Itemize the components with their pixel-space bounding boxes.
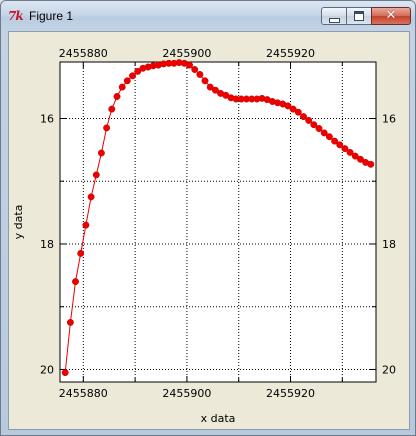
data-point	[61, 369, 69, 377]
data-point	[294, 108, 302, 116]
data-point	[87, 193, 95, 201]
figure-canvas-area: 2455880 2455880 2455900 2455900 2455920 24559…	[8, 31, 410, 430]
y-tick-label-right: 16	[382, 112, 396, 125]
data-point	[357, 155, 364, 163]
data-point	[82, 221, 90, 229]
data-point	[310, 121, 318, 129]
x-tick-label-top: 2455900	[162, 47, 211, 60]
x-tick-label: 2455900	[162, 387, 211, 400]
data-point	[134, 67, 142, 75]
data-point	[201, 77, 209, 85]
x-tick-label: 2455880	[59, 387, 108, 400]
data-point	[92, 171, 100, 179]
data-point	[315, 125, 323, 132]
y-tick-label: 20	[40, 363, 54, 376]
data-point	[325, 133, 333, 141]
data-point	[123, 77, 131, 85]
data-point	[305, 116, 313, 124]
maximize-icon	[354, 11, 364, 21]
plot-area	[59, 61, 377, 383]
data-point	[118, 83, 126, 91]
data-point	[341, 145, 349, 153]
tk-feather-icon: 7k	[8, 9, 24, 23]
data-point	[186, 61, 193, 69]
data-point	[72, 278, 79, 286]
close-icon: ✕	[385, 8, 397, 23]
data-point	[97, 149, 105, 157]
chart[interactable]: 2455880 2455880 2455900 2455900 2455920 24559…	[9, 32, 409, 429]
tick-labels: 2455880 2455880 2455900 2455900 2455920 24559…	[40, 47, 396, 400]
maximize-button[interactable]	[346, 7, 372, 25]
y-tick-label: 16	[40, 112, 54, 125]
y-tick-label: 18	[40, 238, 54, 251]
data-point	[66, 318, 74, 326]
minimize-button[interactable]	[321, 7, 347, 25]
grid	[60, 62, 376, 382]
title-bar[interactable]: 7k Figure 1 ✕	[1, 1, 415, 31]
window-title: Figure 1	[29, 9, 74, 23]
y-tick-label-right: 20	[382, 363, 396, 376]
data-point	[351, 152, 359, 160]
data-point	[113, 93, 121, 100]
data-point	[336, 141, 344, 149]
data-point	[284, 102, 292, 110]
data-point	[367, 160, 375, 168]
data-point	[129, 72, 136, 80]
data-point	[289, 105, 297, 113]
data-point	[331, 137, 339, 145]
x-axis-label: x data	[201, 412, 236, 425]
x-tick-label: 2455920	[266, 387, 315, 400]
y-tick-label-right: 18	[382, 238, 396, 251]
data-point	[300, 113, 307, 121]
x-tick-label-top: 2455920	[266, 47, 315, 60]
data-point	[211, 86, 219, 94]
data-point	[103, 124, 111, 132]
x-tick-label-top: 2455880	[59, 47, 108, 60]
data-point	[196, 71, 204, 78]
data-point	[206, 83, 214, 91]
data-points	[61, 59, 375, 377]
minimize-icon	[328, 17, 340, 23]
data-point	[77, 249, 85, 257]
data-point	[346, 148, 354, 156]
data-point	[320, 129, 328, 137]
data-point	[108, 105, 116, 113]
close-button[interactable]: ✕	[371, 7, 411, 25]
data-point	[191, 66, 199, 73]
y-axis-label: y data	[12, 205, 25, 240]
